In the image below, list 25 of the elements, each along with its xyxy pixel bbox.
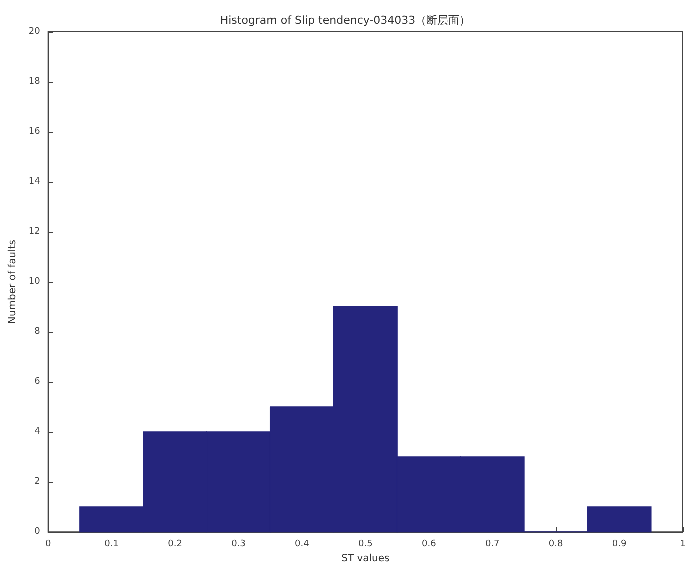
y-tick-label: 10 — [28, 277, 41, 288]
x-axis-title: ST values — [342, 554, 390, 564]
x-tick-label: 0.4 — [295, 540, 310, 550]
x-tick-label: 0.1 — [104, 540, 119, 550]
x-tick-label: 0.2 — [168, 540, 182, 550]
y-tick-label: 20 — [28, 27, 41, 37]
y-axis-title: Number of faults — [8, 240, 18, 324]
x-tick-label: 0.6 — [422, 540, 437, 550]
y-tick-label: 6 — [34, 377, 41, 388]
y-tick-label: 12 — [28, 227, 40, 238]
y-tick-label: 4 — [34, 427, 41, 438]
y-tick-label: 0 — [34, 527, 41, 538]
y-tick-label: 2 — [34, 477, 40, 488]
x-tick-label: 0.3 — [232, 540, 246, 550]
x-tick-label: 1 — [680, 540, 686, 550]
x-tick-label: 0.9 — [612, 540, 627, 550]
y-tick-label: 16 — [28, 127, 41, 138]
y-tick-label: 8 — [34, 327, 41, 338]
x-tick-label: 0.8 — [548, 540, 564, 550]
chart-title: Histogram of Slip tendency-034033（断层面） — [220, 14, 471, 27]
x-tick-label: 0.5 — [358, 540, 373, 550]
y-tick-label: 18 — [28, 77, 41, 88]
x-tick-label: 0 — [45, 540, 52, 550]
y-tick-label: 14 — [28, 177, 41, 188]
x-tick-label: 0.7 — [485, 540, 500, 550]
